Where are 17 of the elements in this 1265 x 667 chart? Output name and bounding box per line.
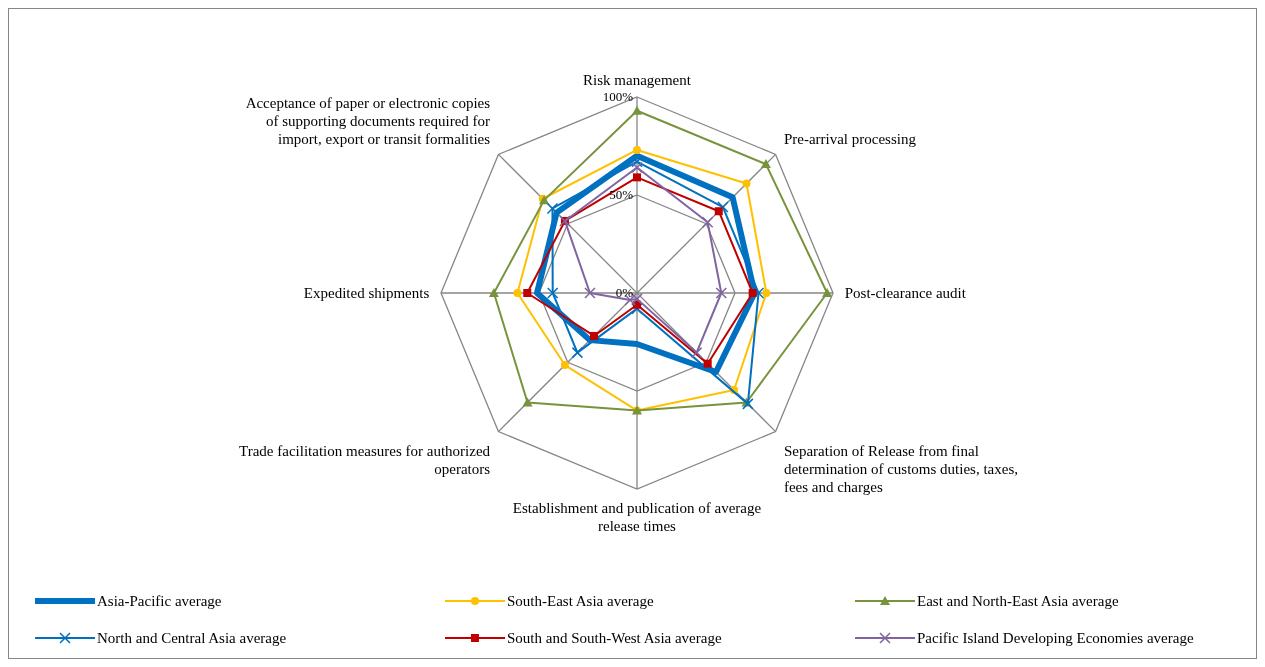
legend-label: South-East Asia average: [507, 593, 654, 609]
spoke-label: Risk management: [583, 72, 692, 89]
y-tick-label: 0%: [615, 285, 634, 300]
legend-label: Pacific Island Developing Economies average: [917, 630, 1194, 646]
spoke-label: Expedited shipments: [303, 285, 430, 301]
spoke-label: Acceptance of paper or electronic copies of supporting documents required for import, export or transit formalities: [245, 95, 491, 148]
spoke-label: Separation of Release from final determination of customs duties, taxes, fees and charges: [783, 442, 1019, 495]
spoke-label: Establishment and publication of average release times: [512, 499, 762, 534]
y-tick-label: 50%: [609, 187, 634, 202]
legend-label: South and South-West Asia average: [507, 630, 722, 646]
spoke-label: Post-clearance audit: [844, 285, 967, 301]
legend-label: East and North-East Asia average: [917, 593, 1119, 609]
legend-label: North and Central Asia average: [97, 630, 287, 646]
legend-label: Asia-Pacific average: [97, 593, 222, 609]
spoke-label: Trade facilitation measures for authorized operators: [239, 442, 491, 477]
y-tick-label: 100%: [602, 89, 634, 104]
spoke-label: Pre-arrival processing: [783, 131, 917, 148]
